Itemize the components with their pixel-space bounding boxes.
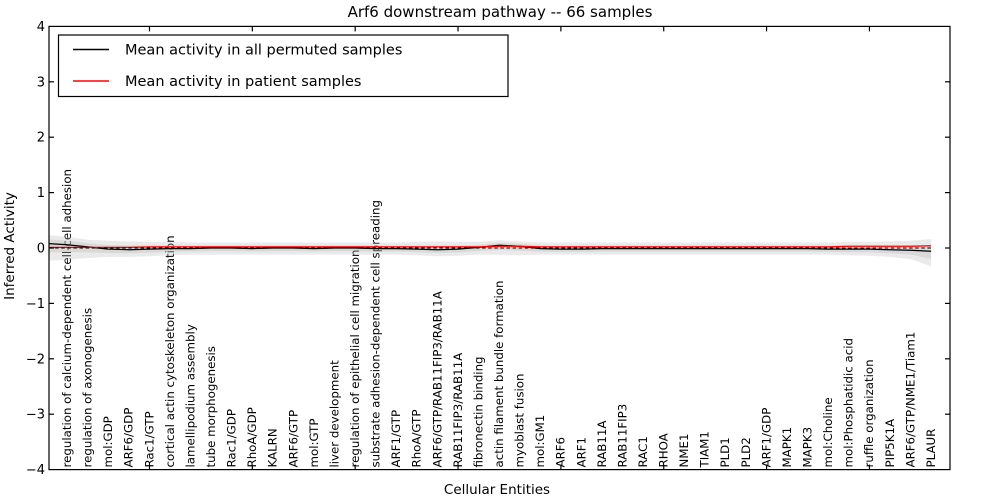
y-tick-label: 0 [37, 242, 45, 257]
x-tick-label: ruffle organization [862, 359, 876, 467]
permuted-spread-band-outer [49, 235, 932, 267]
x-tick-label: KALRN [266, 428, 280, 467]
legend-label-patient-samples: Mean activity in patient samples [125, 74, 361, 90]
x-tick-label: ARF6/GDP [122, 408, 136, 468]
y-tick-label: −2 [26, 352, 45, 367]
x-axis-label: Cellular Entities [444, 482, 550, 498]
chart-title: Arf6 downstream pathway -- 66 samples [348, 3, 653, 21]
x-tick-label: ARF1/GTP [389, 410, 403, 468]
x-tick-label: fibronectin binding [471, 356, 485, 467]
y-tick-label: 4 [37, 20, 45, 35]
x-tick-label: ARF6/GTP/NME1/Tiam1 [903, 332, 917, 468]
x-tick-label: PLD2 [739, 437, 753, 467]
x-tick-label: Rac1/GTP [142, 411, 156, 467]
y-tick-label: −3 [26, 408, 45, 423]
x-tick-label: RAB11FIP3 [615, 404, 629, 468]
y-tick-label: 1 [37, 186, 45, 201]
x-tick-label: RHOA [657, 433, 671, 467]
x-tick-label: ARF6 [554, 437, 568, 468]
x-tick-label: mol:Choline [821, 397, 835, 467]
x-tick-label: cortical actin cytoskeleton organization [163, 235, 177, 467]
x-tick-label: regulation of epithelial cell migration [348, 250, 362, 468]
x-tick-label: RAC1 [636, 436, 650, 467]
y-tick-label: −1 [26, 297, 45, 312]
patient-mean-line [49, 245, 932, 249]
x-tick-label: mol:GTP [307, 418, 321, 467]
x-tick-label: mol:GM1 [533, 415, 547, 468]
legend-box [57, 34, 509, 98]
y-tick-label: 2 [37, 131, 45, 146]
x-category-labels: regulation of calcium-dependent cell-cel… [60, 169, 938, 469]
legend-label-permuted-samples: Mean activity in all permuted samples [125, 43, 402, 59]
x-tick-label: substrate adhesion-dependent cell spread… [369, 200, 383, 467]
x-tick-label: regulation of axonogenesis [81, 308, 95, 468]
legend: Mean activity in all permuted samples Me… [57, 34, 509, 98]
x-tick-label: tube morphogenesis [204, 346, 218, 467]
x-tick-label: PIP5K1A [883, 419, 897, 468]
x-tick-label: Rac1/GDP [225, 409, 239, 467]
x-tick-label: mol:Phosphatidic acid [842, 338, 856, 468]
x-tick-label: MAPK3 [801, 427, 815, 468]
plot-layers: 4 3 2 1 0 −1 −2 −3 −4 [26, 20, 951, 478]
x-tick-label: regulation of calcium-dependent cell-cel… [60, 169, 74, 468]
x-tick-label: TIAM1 [698, 431, 712, 468]
x-tick-label: actin filament bundle formation [492, 281, 506, 468]
x-tick-label: RhoA/GTP [410, 410, 424, 468]
x-tick-label: RAB11A [595, 421, 609, 468]
x-tick-label: mol:GDP [101, 416, 115, 467]
x-tick-label: ARF1 [574, 437, 588, 468]
permuted-spread-band-inner [49, 239, 932, 259]
x-tick-label: NME1 [677, 434, 691, 468]
y-tick-label: −4 [26, 463, 45, 478]
y-tick-label: 3 [37, 75, 45, 90]
x-tick-label: myoblast fusion [513, 374, 527, 468]
y-axis-label: Inferred Activity [2, 192, 18, 300]
x-tick-label: PLAUR [924, 429, 938, 468]
x-tick-label: PLD1 [718, 437, 732, 467]
x-tick-label: RAB11FIP3/RAB11A [451, 353, 465, 468]
x-tick-label: ARF6/GTP [286, 410, 300, 468]
x-tick-label: ARF1/GDP [759, 408, 773, 468]
x-tick-label: lamellipodium assembly [183, 324, 197, 467]
x-tick-label: liver development [327, 360, 341, 468]
x-tick-label: MAPK1 [780, 427, 794, 468]
x-tick-label: RhoA/GDP [245, 407, 259, 467]
x-tick-label: ARF6/GTP/RAB11FIP3/RAB11A [430, 291, 444, 467]
